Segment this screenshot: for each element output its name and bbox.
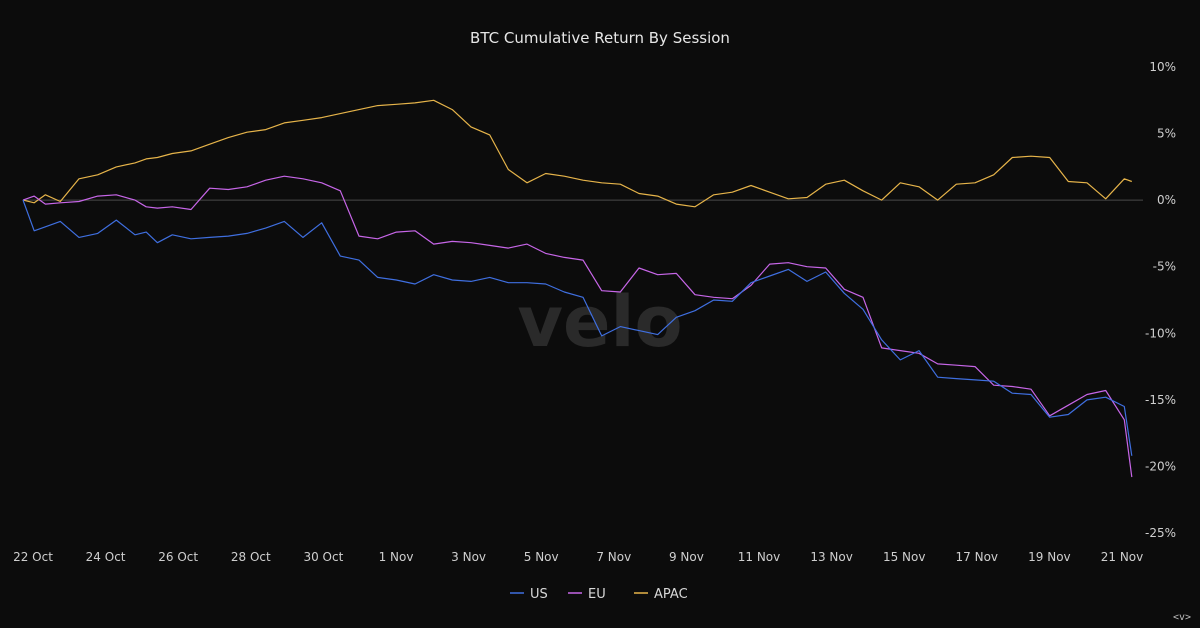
legend: US EU APAC xyxy=(510,587,688,602)
x-tick-label: 22 Oct xyxy=(13,550,53,564)
x-tick-label: 30 Oct xyxy=(303,550,343,564)
series-line-us xyxy=(22,199,1133,456)
y-tick-label: -25% xyxy=(1145,526,1176,540)
y-tick-label: -20% xyxy=(1145,459,1176,473)
x-tick-label: 1 Nov xyxy=(379,550,414,564)
x-tick-label: 21 Nov xyxy=(1101,550,1144,564)
x-tick-label: 5 Nov xyxy=(524,550,559,564)
x-tick-label: 3 Nov xyxy=(451,550,486,564)
legend-item-eu[interactable]: EU xyxy=(588,587,606,602)
legend-item-us[interactable]: US xyxy=(530,587,548,602)
series-line-apac xyxy=(22,99,1133,208)
x-tick-label: 19 Nov xyxy=(1028,550,1071,564)
y-tick-label: 10% xyxy=(1149,60,1176,74)
x-tick-label: 13 Nov xyxy=(810,550,853,564)
legend-item-apac[interactable]: APAC xyxy=(654,587,688,602)
x-tick-label: 9 Nov xyxy=(669,550,704,564)
x-tick-label: 26 Oct xyxy=(158,550,198,564)
x-tick-label: 7 Nov xyxy=(596,550,631,564)
x-tick-label: 15 Nov xyxy=(883,550,926,564)
x-tick-label: 11 Nov xyxy=(738,550,781,564)
y-tick-label: -5% xyxy=(1153,260,1176,274)
x-tick-label: 17 Nov xyxy=(956,550,999,564)
y-tick-label: 0% xyxy=(1157,193,1176,207)
corner-nav-toggle[interactable]: <v> xyxy=(1173,612,1191,623)
x-tick-label: 24 Oct xyxy=(86,550,126,564)
y-tick-label: -15% xyxy=(1145,393,1176,407)
chart-title: BTC Cumulative Return By Session xyxy=(470,29,730,47)
x-tick-label: 28 Oct xyxy=(231,550,271,564)
y-tick-label: 5% xyxy=(1157,127,1176,141)
series-line-eu xyxy=(22,175,1133,478)
y-tick-label: -10% xyxy=(1145,326,1176,340)
watermark-logo: velo xyxy=(517,281,682,363)
